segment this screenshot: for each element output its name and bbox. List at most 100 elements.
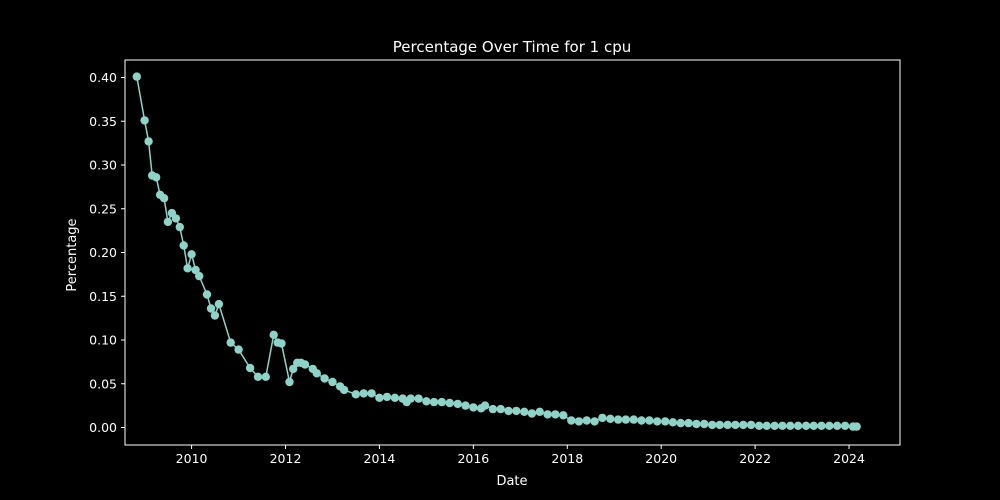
data-point: [535, 407, 544, 416]
data-point: [461, 401, 470, 410]
data-point: [684, 418, 693, 428]
data-point: [422, 397, 431, 406]
data-point: [453, 399, 462, 409]
data-point: [731, 420, 740, 430]
data-point: [567, 416, 576, 425]
data-point: [786, 421, 795, 430]
data-point: [661, 417, 670, 426]
x-tick-label: 2010: [176, 451, 208, 466]
x-tick-label: 2018: [551, 451, 583, 466]
data-point: [590, 417, 599, 426]
data-point: [606, 414, 615, 423]
data-point: [202, 290, 212, 299]
x-tick-label: 2020: [645, 451, 677, 466]
data-point: [700, 419, 709, 429]
data-point: [289, 364, 298, 374]
data-point: [692, 419, 701, 429]
data-point: [152, 173, 161, 182]
data-point: [527, 409, 537, 418]
data-point: [723, 420, 732, 430]
data-point: [793, 421, 803, 430]
data-point: [645, 416, 654, 425]
data-point: [382, 392, 392, 402]
x-tick-label: 2012: [270, 451, 302, 466]
y-tick-label: 0.30: [89, 158, 117, 173]
y-tick-label: 0.40: [89, 70, 117, 85]
x-tick-label: 2022: [739, 451, 771, 466]
data-point: [621, 415, 630, 424]
data-point: [261, 372, 270, 381]
data-point: [817, 421, 826, 430]
plot-area: [132, 72, 861, 431]
x-tick-label: 2024: [833, 451, 865, 466]
data-point: [739, 420, 748, 430]
x-axis-label: Date: [496, 474, 527, 489]
data-point: [598, 413, 607, 423]
data-point: [715, 420, 724, 430]
data-point: [770, 421, 779, 430]
data-point: [253, 372, 263, 381]
data-point: [320, 374, 329, 383]
data-point: [234, 345, 243, 354]
data-point: [179, 241, 188, 250]
data-point: [195, 271, 204, 281]
data-point: [187, 250, 196, 259]
data-point: [543, 410, 552, 419]
x-tick-label: 2016: [457, 451, 489, 466]
y-tick-label: 0.05: [89, 376, 117, 391]
data-point: [191, 265, 200, 275]
data-point: [629, 415, 638, 424]
data-point: [445, 398, 454, 408]
data-point: [300, 360, 310, 369]
data-point: [504, 406, 513, 416]
data-point: [163, 217, 173, 227]
data-point: [746, 420, 756, 430]
x-tick-label: 2014: [364, 451, 396, 466]
data-point: [653, 417, 662, 426]
data-point: [512, 406, 521, 416]
data-point: [414, 394, 423, 403]
y-tick-label: 0.15: [89, 289, 117, 304]
data-point: [801, 421, 811, 430]
data-point: [809, 421, 818, 430]
data-point: [277, 339, 286, 348]
data-point: [676, 418, 685, 428]
data-point: [375, 393, 384, 402]
data-point: [312, 369, 321, 378]
data-point: [159, 194, 169, 203]
data-point: [754, 421, 764, 430]
data-point: [840, 421, 850, 430]
data-point: [351, 390, 360, 399]
data-point: [488, 404, 498, 414]
data-point: [852, 422, 861, 431]
data-point: [668, 418, 678, 427]
data-point: [390, 393, 400, 402]
y-tick-label: 0.10: [89, 333, 117, 348]
data-point: [614, 415, 623, 424]
data-point: [171, 214, 181, 223]
data-point: [574, 417, 584, 426]
data-point: [132, 72, 141, 81]
y-tick-label: 0.25: [89, 201, 117, 216]
data-point: [226, 338, 235, 347]
data-point: [183, 264, 192, 273]
data-point: [429, 397, 439, 407]
data-point: [206, 304, 216, 313]
y-tick-label: 0.35: [89, 114, 117, 129]
chart-title: Percentage Over Time for 1 cpu: [393, 38, 631, 56]
data-point: [833, 421, 842, 430]
data-point: [708, 420, 717, 430]
data-point: [245, 363, 255, 373]
data-point: [582, 416, 591, 425]
x-axis: 2010 2012 2014 2016 2018 2020 2022 2024: [176, 445, 865, 466]
y-tick-label: 0.20: [89, 245, 117, 260]
data-point: [520, 407, 529, 416]
data-point: [359, 389, 368, 398]
data-point: [559, 411, 568, 420]
data-point: [269, 330, 278, 339]
data-point: [140, 116, 149, 125]
data-point: [496, 404, 505, 414]
data-point: [367, 389, 376, 398]
